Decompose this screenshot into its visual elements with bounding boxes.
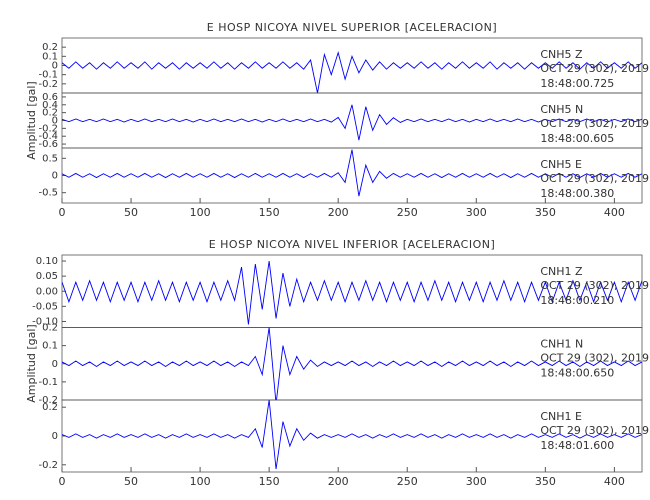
trace (62, 327, 642, 400)
time-label: 18:48:00.605 (540, 132, 614, 145)
x-tick-label: 200 (328, 206, 349, 219)
y-tick-label: -0.2 (38, 79, 58, 90)
chart-title: E HOSP NICOYA NIVEL INFERIOR [ACELERACIO… (209, 238, 496, 251)
time-label: 18:48:00.210 (540, 294, 614, 307)
y-tick-label: -0.2 (38, 395, 58, 406)
trace (62, 104, 642, 141)
channel-label: CNH5 E (540, 158, 582, 171)
channel-label: CNH5 N (540, 103, 583, 116)
x-tick-label: 300 (466, 475, 487, 488)
x-tick-label: 350 (535, 206, 556, 219)
x-tick-label: 100 (190, 475, 211, 488)
x-tick-label: 400 (604, 206, 625, 219)
x-tick-label: 400 (604, 475, 625, 488)
time-label: 18:48:00.380 (540, 187, 614, 200)
x-tick-label: 100 (190, 206, 211, 219)
channel-label: CNH1 N (540, 338, 583, 351)
x-tick-label: 300 (466, 206, 487, 219)
x-tick-label: 150 (259, 206, 280, 219)
y-tick-label: 0.6 (42, 92, 58, 103)
x-tick-label: 150 (259, 475, 280, 488)
chart-title: E HOSP NICOYA NIVEL SUPERIOR [ACELERACIO… (207, 21, 497, 34)
y-tick-label: 0.4 (42, 100, 58, 111)
y-tick-label: 0 (52, 431, 58, 442)
y-tick-label: -0.4 (38, 131, 58, 142)
x-tick-label: 200 (328, 475, 349, 488)
y-axis-label: Amplitud [gal] (25, 81, 38, 159)
y-tick-label: 0 (52, 359, 58, 370)
y-tick-label: -0.10 (32, 316, 58, 327)
y-tick-label: 0.5 (42, 153, 58, 164)
y-tick-label: 0.10 (36, 256, 58, 267)
x-tick-label: 350 (535, 475, 556, 488)
y-tick-label: -0.05 (32, 301, 58, 312)
time-label: 18:48:00.650 (540, 367, 614, 380)
x-tick-label: 250 (397, 206, 418, 219)
date-label: OCT 29 (302), 2019 (540, 172, 649, 185)
trace (62, 149, 642, 197)
y-tick-label: -0.1 (38, 377, 58, 388)
y-tick-label: 0.2 (42, 402, 58, 413)
y-tick-label: 0.2 (42, 42, 58, 53)
channel-label: CNH1 E (540, 410, 582, 423)
y-tick-label: -0.6 (38, 139, 58, 150)
x-tick-label: 50 (124, 475, 138, 488)
date-label: OCT 29 (302), 2019 (540, 424, 649, 437)
y-tick-label: 0.00 (36, 286, 58, 297)
y-tick-label: -0.2 (38, 123, 58, 134)
y-tick-label: 0 (52, 171, 58, 182)
y-tick-label: 0 (52, 116, 58, 127)
date-label: OCT 29 (302), 2019 (540, 279, 649, 292)
date-label: OCT 29 (302), 2019 (540, 352, 649, 365)
y-tick-label: 0 (52, 61, 58, 72)
y-tick-label: 0.1 (42, 341, 58, 352)
date-label: OCT 29 (302), 2019 (540, 117, 649, 130)
y-axis-label: Amplitud [gal] (25, 324, 38, 402)
y-tick-label: -0.1 (38, 70, 58, 81)
x-tick-label: 0 (59, 206, 66, 219)
y-tick-label: -0.5 (38, 188, 58, 199)
time-label: 18:48:00.725 (540, 77, 614, 90)
trace (62, 51, 642, 93)
channel-label: CNH5 Z (540, 48, 583, 61)
channel-label: CNH1 Z (540, 265, 583, 278)
y-tick-label: 0.2 (42, 108, 58, 119)
date-label: OCT 29 (302), 2019 (540, 62, 649, 75)
x-tick-label: 250 (397, 475, 418, 488)
x-tick-label: 50 (124, 206, 138, 219)
y-tick-label: 0.2 (42, 323, 58, 334)
x-tick-label: 0 (59, 475, 66, 488)
y-tick-label: 0.05 (36, 271, 58, 282)
time-label: 18:48:01.600 (540, 439, 614, 452)
y-tick-label: -0.2 (38, 460, 58, 471)
trace (62, 260, 642, 325)
y-tick-label: 0.1 (42, 51, 58, 62)
trace (62, 400, 642, 470)
